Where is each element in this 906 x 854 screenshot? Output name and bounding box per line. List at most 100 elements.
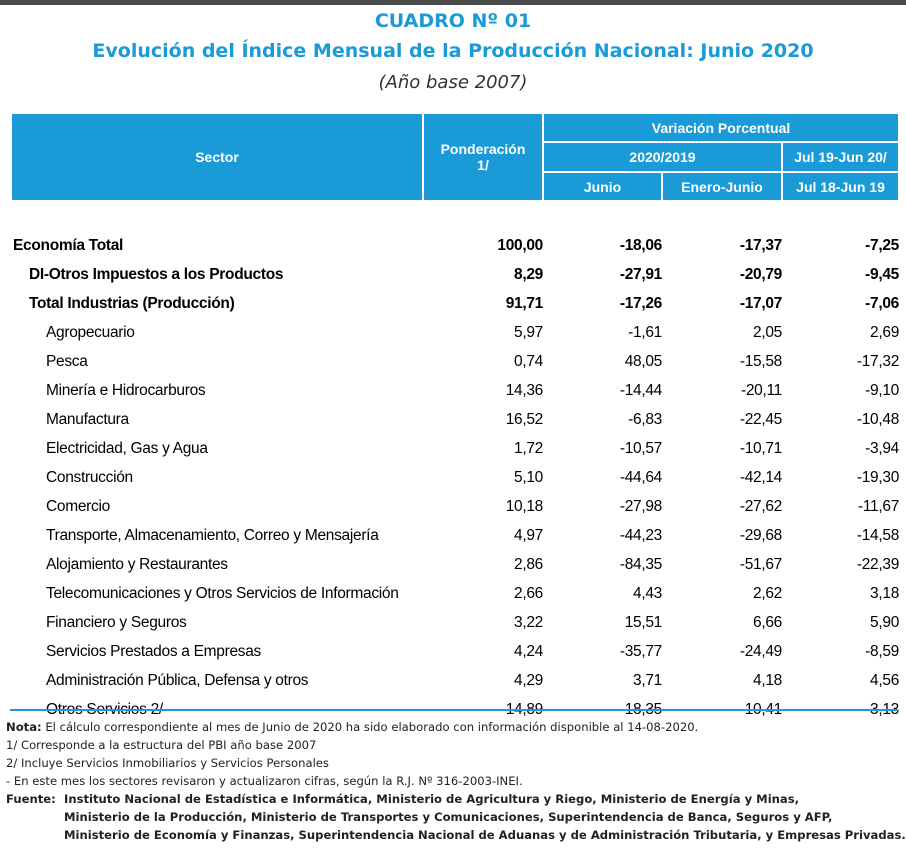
fuente-line: Ministerio de la Producción, Ministerio … <box>64 810 833 824</box>
annual-cell: -9,10 <box>865 381 900 399</box>
fuente-text: Instituto Nacional de Estadística e Info… <box>64 790 906 844</box>
enero-junio-cell: -20,11 <box>741 381 782 399</box>
ponderacion-cell: 3,22 <box>514 613 543 631</box>
sector-cell: Comercio <box>46 497 110 515</box>
table-row: Servicios Prestados a Empresas 4,24 -35,77… <box>11 637 899 666</box>
junio-cell: -10,57 <box>619 439 662 457</box>
annual-cell: -11,67 <box>858 497 900 515</box>
ponderacion-cell: 4,29 <box>514 671 543 689</box>
nota-label: Nota: <box>6 720 42 734</box>
fuente-line: Instituto Nacional de Estadística e Info… <box>64 792 800 806</box>
header-enero-junio: Enero-Junio <box>661 171 783 202</box>
enero-junio-cell: 6,66 <box>753 613 782 631</box>
ponderacion-cell: 10,18 <box>505 497 544 515</box>
nota-text: El cálculo correspondiente al mes de Jun… <box>45 720 699 734</box>
enero-junio-cell: -27,62 <box>739 497 782 515</box>
enero-junio-cell: -20,79 <box>739 265 782 283</box>
ponderacion-cell: 91,71 <box>505 294 544 312</box>
table-number-title: CUADRO Nº 01 <box>374 10 532 32</box>
annual-cell: 4,56 <box>870 671 900 689</box>
table-row: Total Industrias (Producción) 91,71 -17,26… <box>11 289 899 318</box>
enero-junio-cell: -51,67 <box>739 555 782 573</box>
annual-cell: -19,30 <box>856 468 900 486</box>
junio-cell: 48,05 <box>624 352 663 370</box>
top-border <box>0 0 906 5</box>
table-row: Minería e Hidrocarburos 14,36 -14,44 -20,11… <box>11 376 899 405</box>
fuente-label: Fuente: <box>6 792 56 806</box>
header-ponderacion-note: 1/ <box>477 157 489 173</box>
header-sector: Sector <box>10 112 424 202</box>
annual-cell: 2,69 <box>870 323 900 341</box>
notes-section: Nota: El cálculo correspondiente al mes … <box>6 718 906 844</box>
enero-junio-cell: -10,71 <box>739 439 782 457</box>
sector-cell: Telecomunicaciones y Otros Servicios de … <box>46 584 399 602</box>
junio-cell: -27,98 <box>619 497 662 515</box>
junio-cell: -17,26 <box>619 294 662 312</box>
note-3: - En este mes los sectores revisaron y a… <box>6 774 523 788</box>
table-row: Agropecuario 5,97 -1,61 2,05 2,69 <box>11 318 899 347</box>
production-index-table: Sector Ponderación 1/ Variación Porcentu… <box>10 112 901 724</box>
sector-cell: Financiero y Seguros <box>46 613 187 631</box>
enero-junio-cell: 2,62 <box>753 584 782 602</box>
header-period-2020-2019: 2020/2019 <box>542 141 783 173</box>
table-row: Administración Pública, Defensa y otros 4… <box>11 666 899 695</box>
table-row: Pesca 0,74 48,05 -15,58 -17,32 <box>11 347 899 376</box>
header-ponderacion: Ponderación 1/ <box>422 112 544 202</box>
annual-cell: -10,48 <box>856 410 900 428</box>
fuente-block: Fuente: Instituto Nacional de Estadístic… <box>6 790 906 844</box>
junio-cell: 4,43 <box>633 584 662 602</box>
header-ponderacion-label: Ponderación <box>440 141 526 157</box>
sector-cell: Minería e Hidrocarburos <box>46 381 206 399</box>
enero-junio-cell: -29,68 <box>739 526 782 544</box>
sector-cell: DI-Otros Impuestos a los Productos <box>29 265 284 283</box>
annual-cell: -7,25 <box>865 236 900 254</box>
sector-cell: Total Industrias (Producción) <box>29 294 235 312</box>
sector-cell: Agropecuario <box>46 323 135 341</box>
ponderacion-cell: 1,72 <box>514 439 543 457</box>
junio-cell: 15,51 <box>624 613 663 631</box>
table-row: Financiero y Seguros 3,22 15,51 6,66 5,90 <box>11 608 899 637</box>
ponderacion-cell: 2,86 <box>514 555 543 573</box>
annual-cell: -14,58 <box>856 526 900 544</box>
junio-cell: -35,77 <box>619 642 662 660</box>
annual-cell: -22,39 <box>856 555 900 573</box>
sector-cell: Construcción <box>46 468 133 486</box>
note-1: 1/ Corresponde a la estructura del PBI a… <box>6 738 317 752</box>
header-junio: Junio <box>542 171 663 202</box>
ponderacion-cell: 4,24 <box>514 642 543 660</box>
ponderacion-cell: 100,00 <box>497 236 543 254</box>
table-row: Construcción 5,10 -44,64 -42,14 -19,30 <box>11 463 899 492</box>
ponderacion-cell: 14,36 <box>505 381 544 399</box>
enero-junio-cell: -24,49 <box>739 642 782 660</box>
note-2: 2/ Incluye Servicios Inmobiliarios y Ser… <box>6 756 329 770</box>
table-title: Evolución del Índice Mensual de la Produ… <box>92 40 814 62</box>
enero-junio-cell: -42,14 <box>739 468 782 486</box>
enero-junio-cell: 4,18 <box>753 671 782 689</box>
nota-line: Nota: El cálculo correspondiente al mes … <box>6 718 904 736</box>
ponderacion-cell: 16,52 <box>505 410 544 428</box>
sector-cell: Manufactura <box>46 410 129 428</box>
annual-cell: -9,45 <box>865 265 900 283</box>
table-row: Telecomunicaciones y Otros Servicios de … <box>11 579 899 608</box>
junio-cell: -1,61 <box>628 323 662 341</box>
enero-junio-cell: 2,05 <box>753 323 782 341</box>
table-subtitle: (Año base 2007) <box>378 72 528 93</box>
ponderacion-cell: 0,74 <box>514 352 543 370</box>
fuente-line: Ministerio de Economía y Finanzas, Super… <box>64 828 906 842</box>
table-row: Manufactura 16,52 -6,83 -22,45 -10,48 <box>11 405 899 434</box>
header-annual-line2: Jul 18-Jun 19 <box>780 171 901 202</box>
annual-cell: -17,32 <box>856 352 900 370</box>
junio-cell: 3,71 <box>633 671 662 689</box>
ponderacion-cell: 2,66 <box>514 584 543 602</box>
sector-cell: Administración Pública, Defensa y otros <box>46 671 309 689</box>
table-row: Electricidad, Gas y Agua 1,72 -10,57 -10,71… <box>11 434 899 463</box>
enero-junio-cell: -22,45 <box>739 410 782 428</box>
header-annual-line1: Jul 19-Jun 20/ <box>780 141 901 173</box>
annual-cell: -3,94 <box>865 439 900 457</box>
sector-cell: Pesca <box>46 352 88 370</box>
table-row: DI-Otros Impuestos a los Productos 8,29 -2… <box>11 260 899 289</box>
junio-cell: -27,91 <box>619 265 662 283</box>
header-variacion: Variación Porcentual <box>541 112 901 143</box>
table-row: Alojamiento y Restaurantes 2,86 -84,35 -51,… <box>11 550 899 579</box>
ponderacion-cell: 5,97 <box>514 323 543 341</box>
